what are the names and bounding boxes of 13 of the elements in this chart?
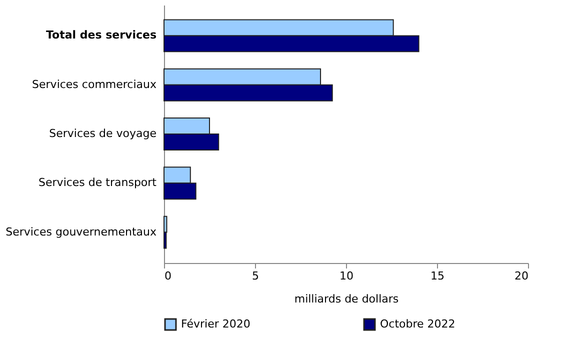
y-tick-label: Services de transport	[38, 176, 158, 190]
x-axis-title: milliards de dollars	[294, 292, 399, 306]
y-tick-label: Total des services	[46, 28, 157, 42]
y-tick-label: Services gouvernementaux	[6, 225, 157, 238]
legend-label: Octobre 2022	[380, 318, 456, 331]
x-tick-label: 10	[340, 270, 354, 282]
x-tick-label: 20	[514, 270, 528, 282]
legend-label: Février 2020	[181, 318, 250, 331]
x-tick-label: 0	[164, 270, 172, 282]
x-tick-label: 15	[430, 270, 444, 282]
y-tick-label: Services commerciaux	[32, 78, 157, 91]
x-tick-label: 5	[252, 270, 259, 282]
y-tick-label: Services de voyage	[49, 127, 157, 140]
